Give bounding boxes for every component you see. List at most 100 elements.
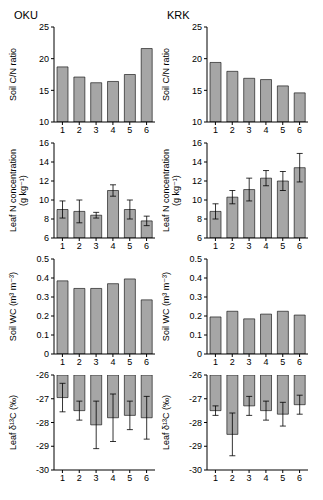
svg-text:3: 3 [94, 357, 99, 367]
svg-text:25: 25 [39, 22, 49, 32]
svg-text:-26: -26 [189, 370, 202, 380]
svg-text:6: 6 [144, 241, 149, 251]
svg-text:Leaf N concentration: Leaf N concentration [8, 149, 18, 232]
svg-text:8: 8 [44, 214, 49, 224]
svg-text:-27: -27 [36, 394, 49, 404]
svg-text:20: 20 [192, 54, 202, 64]
svg-text:-28: -28 [189, 418, 202, 428]
svg-text:0.4: 0.4 [36, 273, 49, 283]
svg-text:15: 15 [192, 86, 202, 96]
svg-text:12: 12 [39, 176, 49, 186]
svg-text:Soil C/N ratio: Soil C/N ratio [8, 48, 18, 101]
svg-text:0.5: 0.5 [36, 254, 49, 264]
svg-text:20: 20 [39, 54, 49, 64]
svg-text:-27: -27 [189, 394, 202, 404]
svg-text:1: 1 [60, 125, 65, 135]
svg-text:5: 5 [127, 473, 132, 483]
svg-text:3: 3 [94, 473, 99, 483]
svg-text:0.5: 0.5 [189, 254, 202, 264]
svg-text:-28: -28 [36, 418, 49, 428]
svg-text:0.4: 0.4 [189, 273, 202, 283]
svg-text:2: 2 [230, 357, 235, 367]
svg-text:10: 10 [39, 117, 49, 127]
svg-text:Leaf N concentration: Leaf N concentration [161, 149, 171, 232]
svg-text:4: 4 [263, 473, 268, 483]
svg-text:5: 5 [127, 241, 132, 251]
svg-text:4: 4 [110, 125, 115, 135]
svg-text:1: 1 [213, 241, 218, 251]
svg-text:5: 5 [127, 357, 132, 367]
svg-text:5: 5 [127, 125, 132, 135]
svg-text:2: 2 [77, 357, 82, 367]
svg-text:Soil C/N ratio: Soil C/N ratio [161, 48, 171, 101]
svg-text:3: 3 [247, 473, 252, 483]
svg-text:1: 1 [60, 357, 65, 367]
svg-text:0.2: 0.2 [36, 311, 49, 321]
svg-text:4: 4 [110, 357, 115, 367]
svg-text:2: 2 [230, 473, 235, 483]
svg-text:5: 5 [280, 473, 285, 483]
svg-text:1: 1 [213, 473, 218, 483]
svg-text:0: 0 [197, 349, 202, 359]
svg-text:-29: -29 [189, 441, 202, 451]
svg-text:Leaf δ¹³C (‰): Leaf δ¹³C (‰) [161, 395, 171, 450]
svg-text:14: 14 [39, 157, 49, 167]
svg-text:6: 6 [44, 233, 49, 243]
svg-text:3: 3 [94, 241, 99, 251]
svg-text:4: 4 [110, 473, 115, 483]
svg-text:Soil WC (m³ m⁻³): Soil WC (m³ m⁻³) [8, 272, 18, 341]
svg-text:5: 5 [280, 125, 285, 135]
svg-text:Soil WC (m³ m⁻³): Soil WC (m³ m⁻³) [161, 272, 171, 341]
svg-text:3: 3 [247, 357, 252, 367]
svg-text:15: 15 [39, 86, 49, 96]
svg-text:4: 4 [263, 241, 268, 251]
svg-text:2: 2 [77, 473, 82, 483]
svg-text:3: 3 [247, 241, 252, 251]
svg-text:5: 5 [280, 357, 285, 367]
svg-text:6: 6 [297, 357, 302, 367]
svg-text:4: 4 [110, 241, 115, 251]
svg-text:6: 6 [297, 473, 302, 483]
svg-text:-29: -29 [36, 441, 49, 451]
svg-text:8: 8 [197, 214, 202, 224]
svg-text:5: 5 [280, 241, 285, 251]
svg-text:6: 6 [197, 233, 202, 243]
svg-text:0.1: 0.1 [189, 330, 202, 340]
svg-text:-30: -30 [36, 465, 49, 475]
svg-text:6: 6 [144, 125, 149, 135]
svg-text:16: 16 [192, 138, 202, 148]
svg-text:0: 0 [44, 349, 49, 359]
svg-text:10: 10 [192, 117, 202, 127]
svg-text:-30: -30 [189, 465, 202, 475]
svg-text:(g kg⁻¹): (g kg⁻¹) [171, 175, 181, 206]
svg-text:1: 1 [60, 241, 65, 251]
svg-text:1: 1 [213, 357, 218, 367]
svg-text:6: 6 [297, 125, 302, 135]
svg-text:3: 3 [247, 125, 252, 135]
svg-text:4: 4 [263, 357, 268, 367]
svg-text:14: 14 [192, 157, 202, 167]
svg-text:1: 1 [213, 125, 218, 135]
svg-text:2: 2 [77, 241, 82, 251]
svg-text:25: 25 [192, 22, 202, 32]
svg-text:-26: -26 [36, 370, 49, 380]
svg-text:10: 10 [39, 195, 49, 205]
svg-text:0.3: 0.3 [189, 292, 202, 302]
svg-text:6: 6 [297, 241, 302, 251]
svg-text:10: 10 [192, 195, 202, 205]
svg-text:Leaf δ¹³C (‰): Leaf δ¹³C (‰) [8, 395, 18, 450]
svg-text:0.2: 0.2 [189, 311, 202, 321]
svg-text:12: 12 [192, 176, 202, 186]
svg-text:2: 2 [77, 125, 82, 135]
svg-text:4: 4 [263, 125, 268, 135]
svg-text:3: 3 [94, 125, 99, 135]
svg-text:2: 2 [230, 241, 235, 251]
svg-text:0.3: 0.3 [36, 292, 49, 302]
svg-text:0.1: 0.1 [36, 330, 49, 340]
svg-text:2: 2 [230, 125, 235, 135]
svg-text:6: 6 [144, 473, 149, 483]
svg-text:16: 16 [39, 138, 49, 148]
svg-text:(g kg⁻¹): (g kg⁻¹) [18, 175, 28, 206]
svg-text:6: 6 [144, 357, 149, 367]
svg-text:1: 1 [60, 473, 65, 483]
